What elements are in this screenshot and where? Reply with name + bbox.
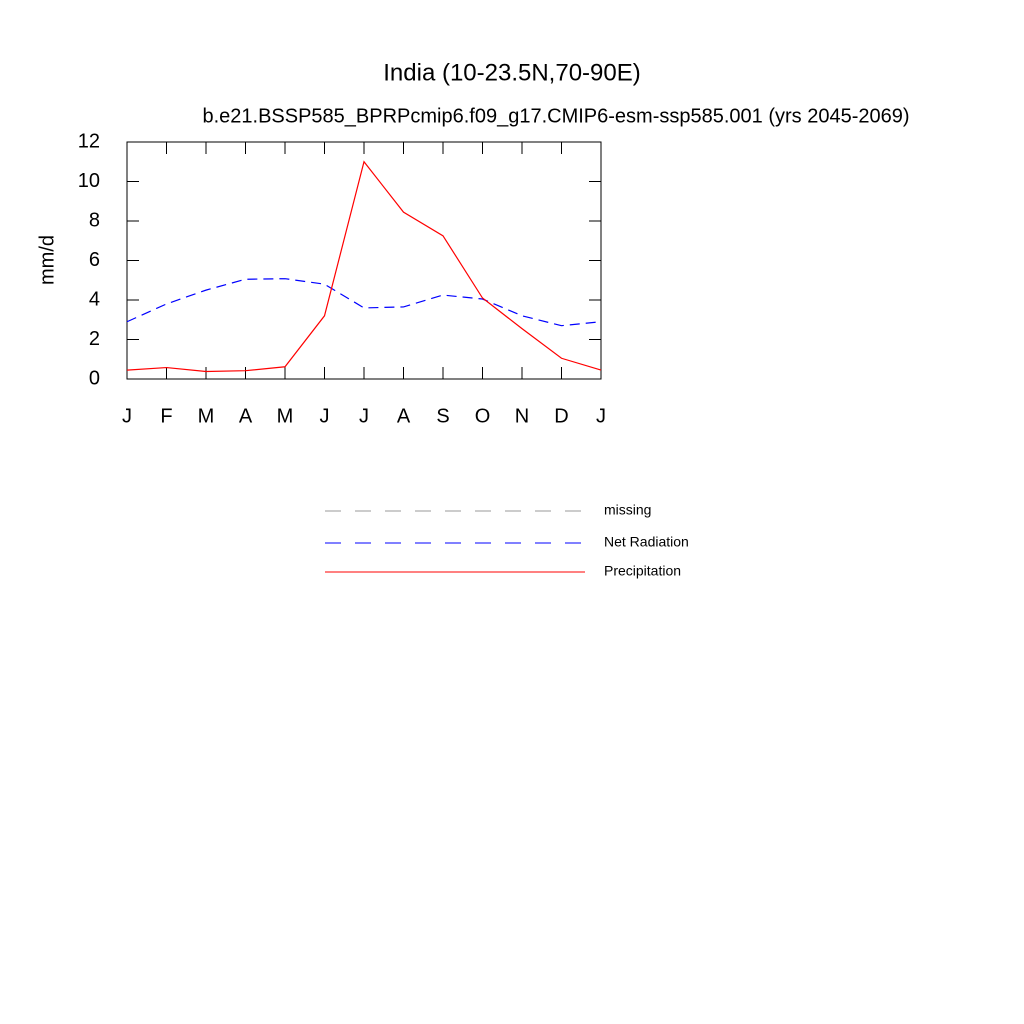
y-axis-label: mm/d xyxy=(36,235,58,285)
x-tick-label: O xyxy=(475,405,491,427)
x-tick-label: S xyxy=(436,405,449,427)
x-tick-label: F xyxy=(160,405,172,427)
y-tick-label: 6 xyxy=(89,249,100,271)
x-tick-label: J xyxy=(122,405,132,427)
y-tick-label: 10 xyxy=(78,170,100,192)
x-tick-label: A xyxy=(397,405,411,427)
y-tick-label: 12 xyxy=(78,130,100,152)
plot-frame xyxy=(126,141,602,380)
legend-label: missing xyxy=(604,502,651,518)
legend-label: Precipitation xyxy=(604,563,681,579)
chart-title: India (10-23.5N,70-90E) xyxy=(383,59,640,86)
x-tick-label: N xyxy=(515,405,529,427)
series-line xyxy=(126,278,602,327)
y-tick-label: 0 xyxy=(89,367,100,389)
x-tick-label: J xyxy=(596,405,606,427)
y-tick-label: 8 xyxy=(89,209,100,231)
series-line xyxy=(126,160,602,373)
x-tick-label: M xyxy=(198,405,215,427)
x-tick-label: A xyxy=(239,405,253,427)
legend-label: Net Radiation xyxy=(604,534,689,550)
x-tick-label: D xyxy=(554,405,568,427)
x-tick-label: M xyxy=(277,405,294,427)
chart-subtitle: b.e21.BSSP585_BPRPcmip6.f09_g17.CMIP6-es… xyxy=(202,105,909,127)
x-tick-label: J xyxy=(359,405,369,427)
y-tick-label: 2 xyxy=(89,328,100,350)
y-tick-label: 4 xyxy=(89,288,100,310)
x-tick-label: J xyxy=(320,405,330,427)
